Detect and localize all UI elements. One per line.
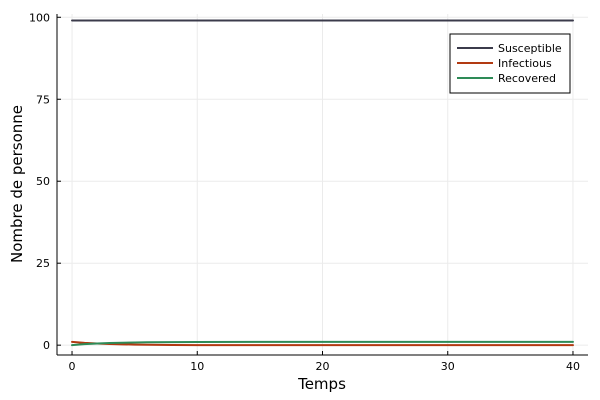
x-tick-label: 30 [441,360,455,373]
x-tick-label: 10 [190,360,204,373]
legend-label-infectious: Infectious [498,57,552,70]
x-tick-label: 0 [69,360,76,373]
series-line-recovered [71,340,574,347]
x-tick-label: 20 [316,360,330,373]
series-lines [71,19,574,347]
y-axis-title: Nombre de personne [8,105,26,263]
legend-label-recovered: Recovered [498,72,556,85]
legend-label-susceptible: Susceptible [498,42,562,55]
y-tick-label: 50 [36,175,50,188]
y-tick-label: 75 [36,93,50,106]
y-tick-label: 25 [36,257,50,270]
legend: Susceptible Infectious Recovered [449,33,571,94]
y-tick-label: 100 [29,11,50,24]
ticks: 0 10 20 30 40 0 25 50 75 100 [29,11,580,373]
legend-items: Susceptible Infectious Recovered [457,42,562,85]
x-axis-title: Temps [297,375,346,393]
x-tick-label: 40 [566,360,580,373]
y-tick-label: 0 [43,339,50,352]
